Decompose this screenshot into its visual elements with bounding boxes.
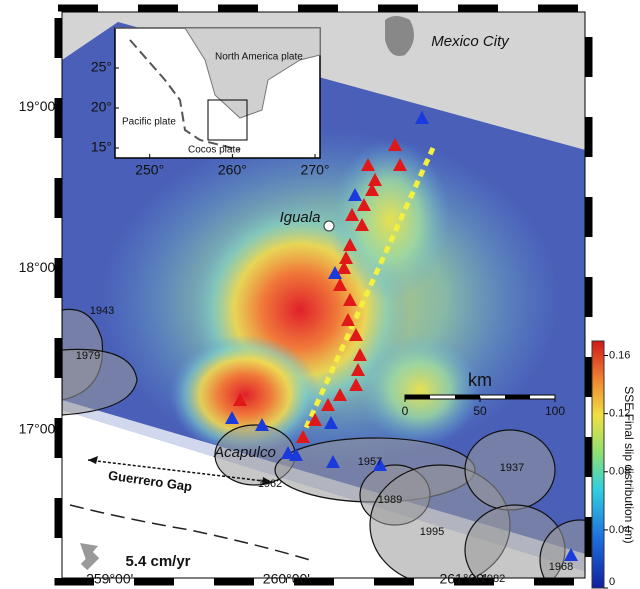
inset-y-tick-label: 20° (91, 99, 112, 115)
frame-ticks (54, 4, 593, 586)
velocity-label: 5.4 cm/yr (125, 553, 190, 570)
station (368, 173, 382, 186)
colorbar (591, 340, 605, 589)
station (324, 416, 338, 429)
station (337, 261, 351, 274)
inset-map: 250° 260° 270° 15° 20° 25° North America plate… (91, 27, 330, 178)
gps-stations (225, 111, 578, 561)
station (343, 293, 357, 306)
station (349, 328, 363, 341)
station (225, 411, 239, 424)
trench (69, 504, 311, 561)
station (296, 430, 310, 443)
profile-line (302, 146, 436, 432)
station (373, 458, 387, 471)
station (321, 398, 335, 411)
lake (385, 16, 414, 56)
inset-x-tick-label: 260° (218, 162, 247, 178)
station (233, 393, 247, 406)
earthquake-year: 1957 (358, 456, 382, 468)
colorbar-tick-label: 0.04 (609, 524, 630, 536)
x-tick-label: 261°00' (439, 571, 486, 587)
station (355, 218, 369, 231)
plate-label: Pacific plate (122, 117, 176, 128)
station (328, 266, 342, 279)
station (353, 348, 367, 361)
station (357, 198, 371, 211)
earthquake-year: 1962 (258, 478, 282, 490)
scale-bar-tick-label: 50 (473, 404, 487, 418)
station (345, 208, 359, 221)
scale-bar: km 0 50 100 (402, 370, 566, 418)
inset-x-tick-label: 250° (135, 162, 164, 178)
iguala-marker (323, 220, 335, 232)
earthquake-year: 1989 (378, 494, 402, 506)
scale-bar-segment (505, 395, 530, 399)
inset-y-tick-label: 25° (91, 59, 112, 75)
station (341, 313, 355, 326)
colorbar-tick-label: 0.12 (609, 408, 630, 420)
station (388, 138, 402, 151)
city-label: Acapulco (213, 444, 276, 461)
earthquake-year: 1979 (76, 350, 100, 362)
earthquake-year: 1937 (500, 462, 524, 474)
y-tick-label: 19°00' (19, 98, 58, 114)
station (308, 413, 322, 426)
x-tick-label: 259°00' (86, 571, 133, 587)
scale-bar-label: km (468, 370, 492, 390)
station (333, 388, 347, 401)
gap-arrow (87, 459, 273, 483)
y-tick-label: 17°00' (19, 420, 58, 436)
station (255, 418, 269, 431)
station (343, 238, 357, 251)
city-label: Mexico City (431, 33, 510, 50)
station (339, 251, 353, 264)
inset-y-tick-label: 15° (91, 139, 112, 155)
velocity-arrow (80, 543, 98, 560)
colorbar-tick-label: 0 (609, 576, 615, 588)
scale-bar-segment (455, 395, 480, 399)
x-tick-label: 260°00' (263, 571, 310, 587)
station (326, 455, 340, 468)
scale-bar-segment (405, 395, 430, 399)
city-label: Iguala (280, 209, 321, 226)
earthquake-year: 1968 (549, 561, 573, 573)
earthquake-year: 1982 (481, 573, 505, 585)
inset-x-tick-label: 270° (301, 162, 330, 178)
station (564, 548, 578, 561)
scale-bar-tick-label: 0 (402, 404, 409, 418)
station (333, 278, 347, 291)
frame-border (61, 11, 586, 579)
y-tick-label: 18°00' (19, 259, 58, 275)
colorbar-tick-label: 0.08 (609, 466, 630, 478)
station (393, 158, 407, 171)
station (415, 111, 429, 124)
station (289, 448, 303, 461)
colorbar-label: SSE Final slip distribution (m) (622, 386, 636, 543)
earthquake-year: 1995 (420, 526, 444, 538)
plate-label: North America plate (215, 52, 303, 63)
station (349, 378, 363, 391)
station (348, 188, 362, 201)
plate-label: Cocos plate (188, 145, 241, 156)
station (361, 158, 375, 171)
colorbar-tick-label: 0.16 (609, 349, 630, 361)
station (365, 183, 379, 196)
station (281, 446, 295, 459)
earthquake-year: 1943 (90, 305, 114, 317)
scale-bar-tick-label: 100 (545, 404, 565, 418)
station (351, 363, 365, 376)
